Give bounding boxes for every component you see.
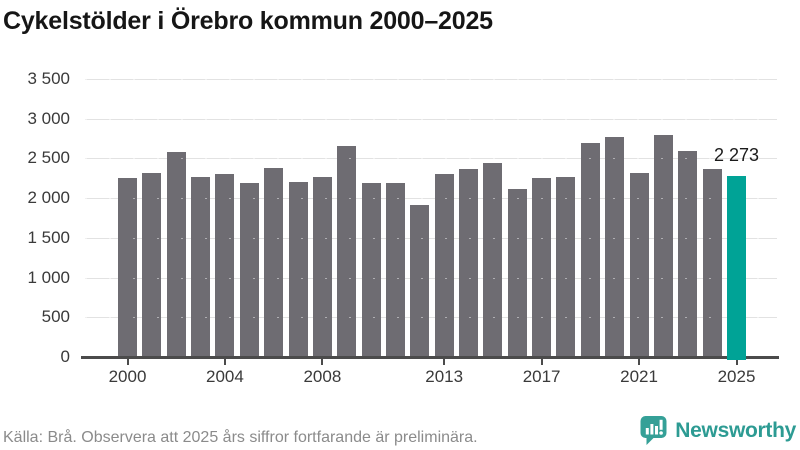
- newsworthy-logo[interactable]: Newsworthy: [639, 415, 796, 446]
- bar-2014: [459, 169, 479, 357]
- bar-2017: [532, 178, 552, 357]
- x-axis: 2000 2004 2008 2013 2017 2021 2025: [85, 357, 777, 397]
- y-axis-tick-label: 500: [41, 307, 70, 327]
- gridline: [85, 158, 777, 160]
- x-axis-line: [81, 356, 779, 359]
- chart-title: Cykelstölder i Örebro kommun 2000–2025: [3, 7, 493, 35]
- value-label: 2 273: [713, 145, 760, 166]
- gridline: [85, 79, 777, 80]
- bar-2006: [264, 168, 284, 357]
- bar-2021: [629, 172, 649, 357]
- y-axis-tick-label: 1 500: [27, 227, 70, 247]
- y-axis-tick-label: 2 500: [27, 148, 70, 168]
- x-axis-tick-label: 2008: [303, 367, 342, 386]
- gridline-dash-overlay: [85, 277, 777, 279]
- newsworthy-logo-icon: [639, 415, 668, 446]
- y-axis-tick-label: 3 500: [27, 69, 70, 88]
- bar-2009: [337, 146, 357, 357]
- gridline-dash-overlay: [85, 198, 777, 200]
- source-note: Källa: Brå. Observera att 2025 års siffr…: [3, 429, 478, 446]
- plot-area: 2 273: [85, 79, 777, 360]
- y-axis-tick-label: 0: [60, 347, 70, 366]
- y-axis-tick-label: 2 000: [27, 188, 70, 208]
- y-axis-tick-label: 3 000: [27, 108, 70, 128]
- bar-2020: [605, 137, 625, 357]
- gridline: [85, 237, 777, 239]
- x-axis-tick: [321, 359, 324, 365]
- bar-2018: [556, 177, 576, 357]
- bar-2023: [678, 151, 698, 357]
- x-axis-tick-label: 2025: [717, 367, 756, 386]
- gridline-dash-overlay: [85, 118, 777, 120]
- x-axis-tick-label: 2013: [425, 367, 464, 386]
- bar-2005: [239, 182, 259, 357]
- gridline-dash-overlay: [85, 237, 777, 239]
- bar-2002: [166, 152, 186, 357]
- newsworthy-wordmark: Newsworthy: [675, 418, 796, 442]
- x-axis-tick: [540, 359, 543, 365]
- x-axis-tick: [223, 359, 226, 365]
- x-axis-tick-label: 2004: [206, 367, 244, 386]
- bar-2004: [215, 173, 235, 357]
- y-axis: 0 500 1 000 1 500 2 000 2 500 3 000 3 500: [0, 69, 70, 366]
- gridline: [85, 317, 777, 319]
- x-axis-tick: [638, 359, 641, 365]
- gridline-dash-overlay: [85, 317, 777, 319]
- x-axis-tick: [443, 359, 446, 365]
- bar-2015: [483, 163, 503, 357]
- bar-2010: [361, 183, 381, 357]
- bar-2007: [288, 181, 308, 357]
- x-axis-tick: [735, 359, 738, 365]
- bar-2024: [702, 169, 722, 357]
- bar-2019: [580, 143, 600, 357]
- bar-2003: [191, 176, 211, 357]
- gridline: [85, 198, 777, 200]
- gridline-dash-overlay: [85, 79, 777, 80]
- x-axis-tick-label: 2000: [108, 367, 147, 386]
- bar-2011: [385, 182, 405, 357]
- bar-2012: [410, 204, 430, 357]
- gridline: [85, 118, 777, 120]
- bar-2022: [653, 134, 673, 357]
- bar-2008: [312, 177, 332, 357]
- x-axis-tick: [126, 359, 129, 365]
- bar-2000: [118, 177, 137, 357]
- y-axis-tick-label: 1 000: [27, 267, 70, 287]
- gridline-dash-overlay: [85, 158, 777, 160]
- bar-2016: [507, 188, 527, 357]
- bar-2013: [434, 173, 454, 357]
- gridline: [85, 277, 777, 279]
- x-axis-tick-label: 2017: [522, 367, 561, 386]
- bar-2001: [142, 173, 162, 357]
- bar-2025: [727, 176, 746, 360]
- x-axis-tick-label: 2021: [620, 367, 658, 386]
